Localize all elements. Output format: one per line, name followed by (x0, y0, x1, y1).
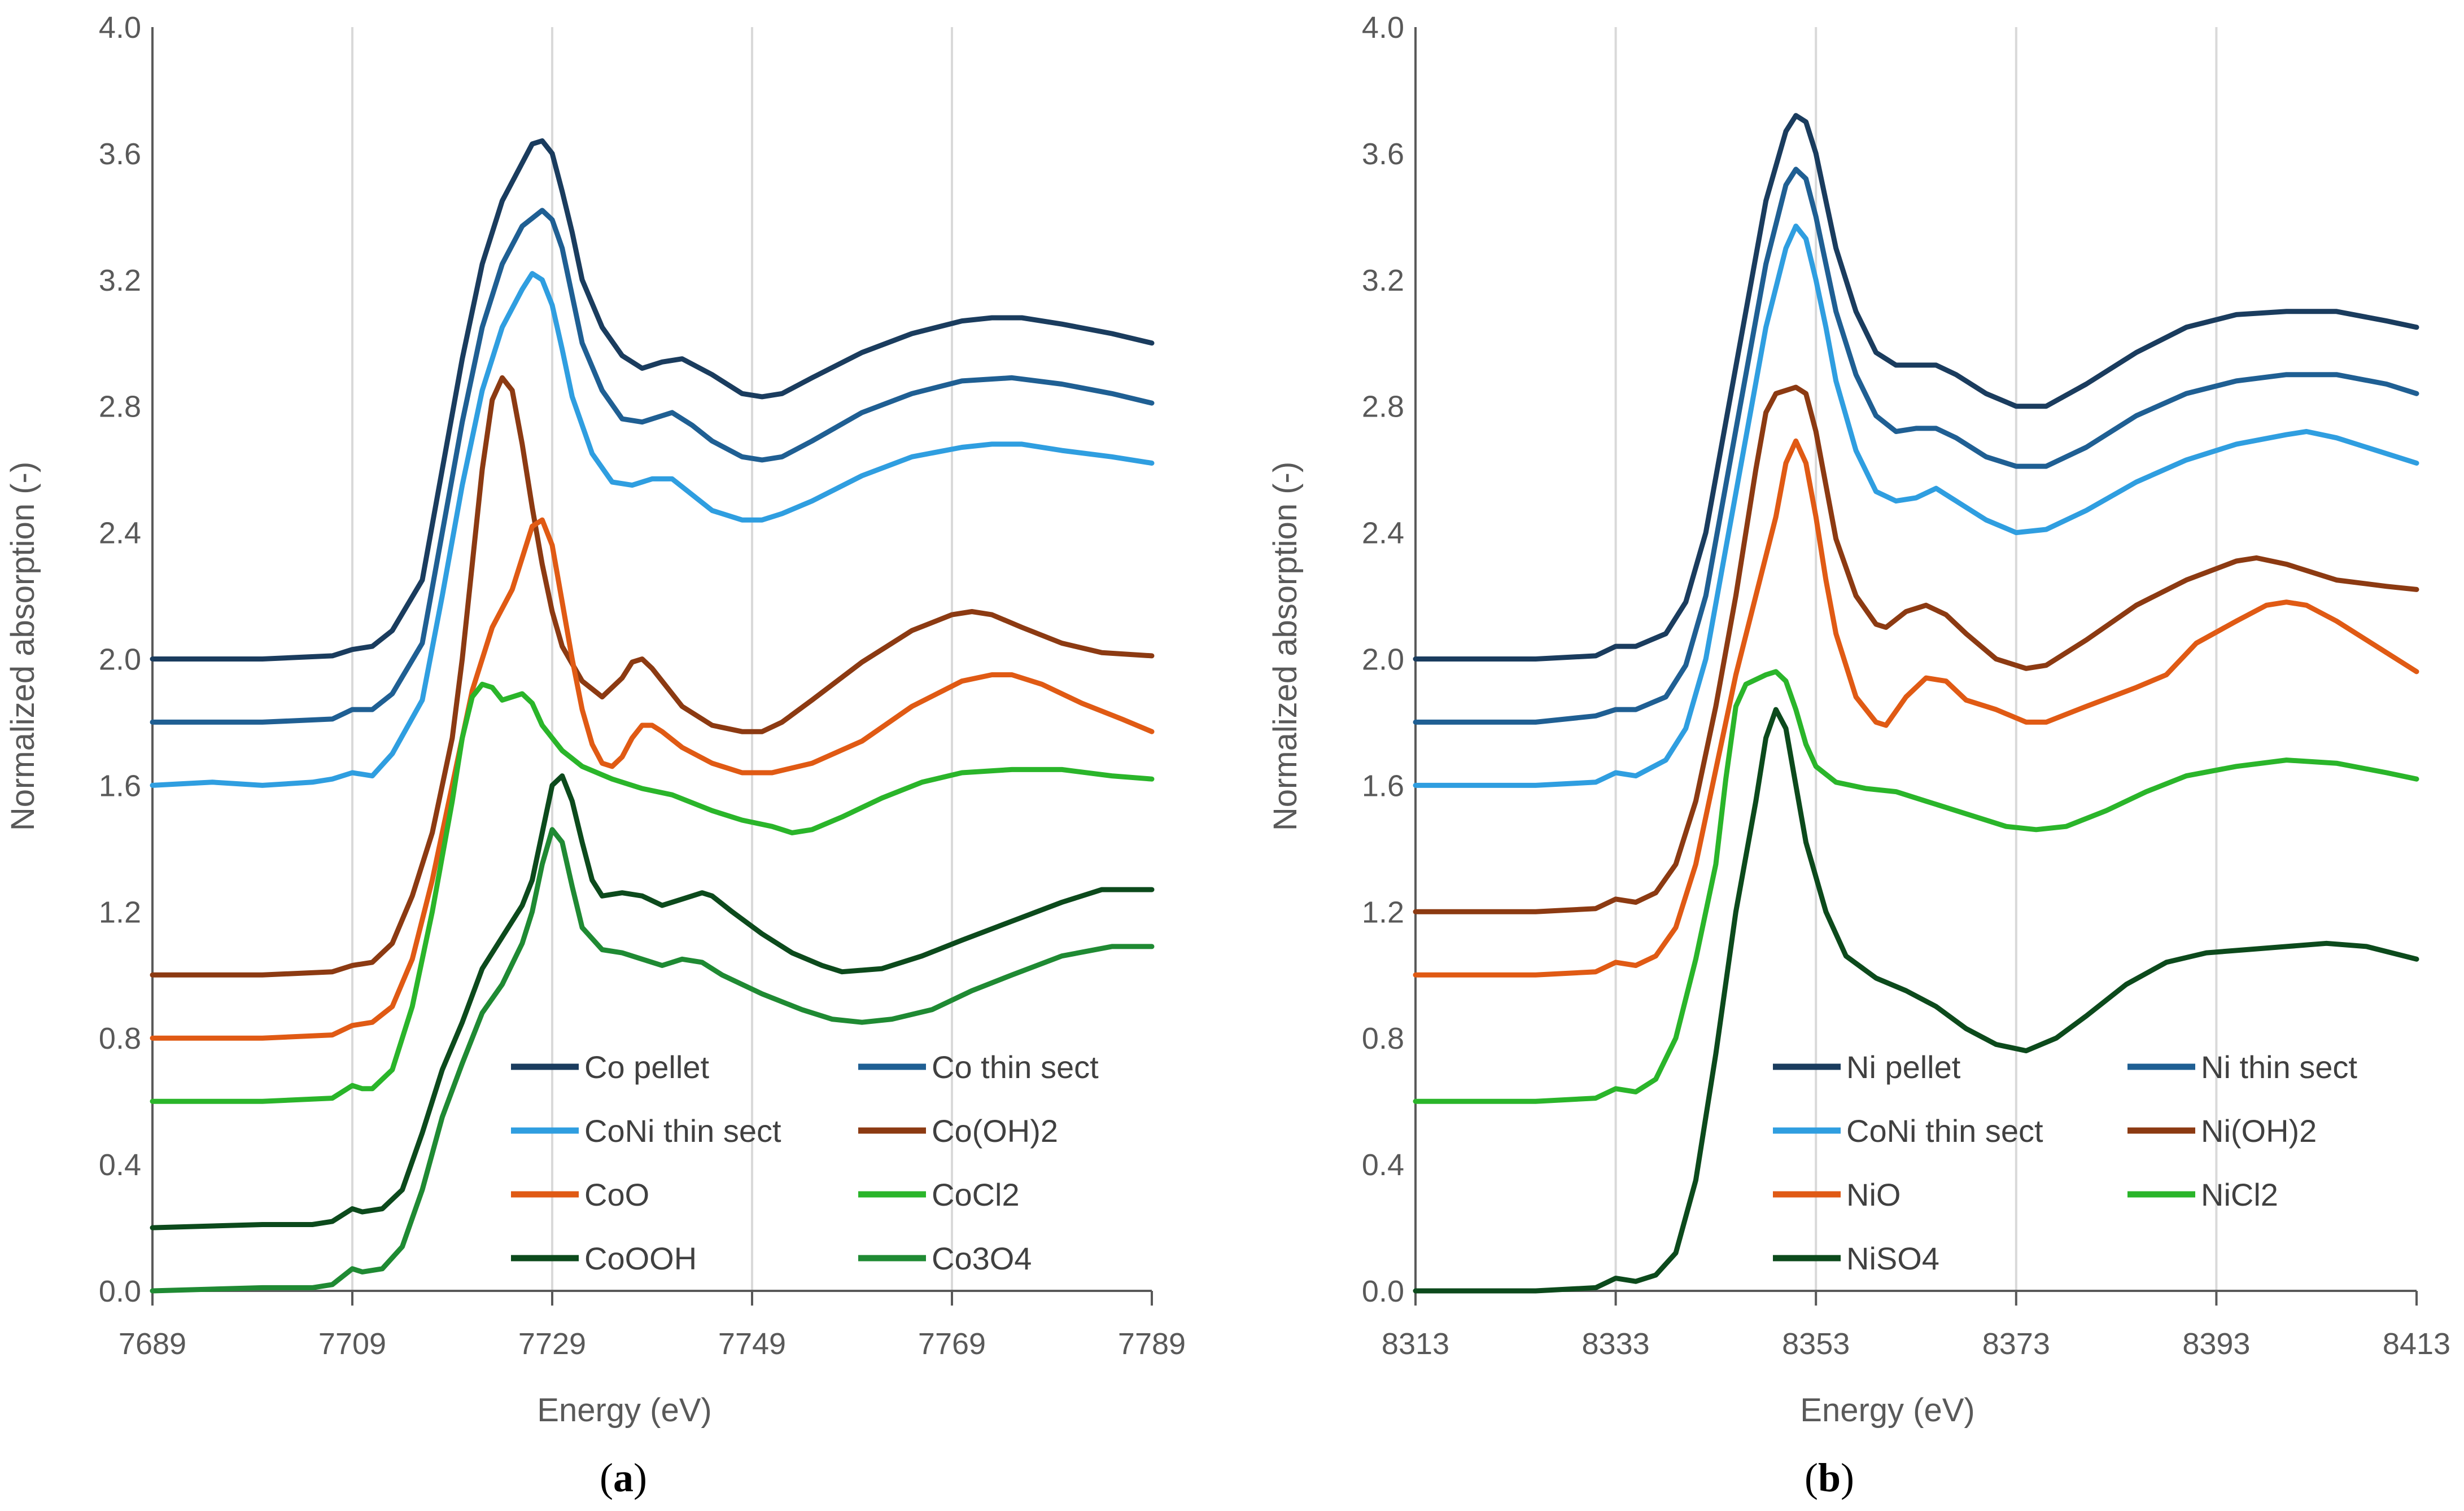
x-tick-label-a: 7769 (918, 1327, 986, 1361)
series-line-a-4 (150, 517, 1155, 1041)
legend-label-a-4: CoO (584, 1177, 649, 1212)
x-tick-label-a: 7729 (518, 1327, 586, 1361)
y-tick-label-b: 2.0 (1362, 643, 1404, 677)
panel-letter-b: b (1818, 1455, 1841, 1500)
y-tick-label-a: 0.0 (99, 1275, 141, 1308)
chart-panel-b: 8313 8333 8353 8373 8393 8413 0.0 0.4 0.8 1.2 1.6 2… (1267, 11, 2450, 1500)
x-tick-label-b: 8373 (1982, 1327, 2050, 1361)
series-line-a-6 (150, 773, 1155, 1230)
series-line-a-3 (150, 375, 1155, 978)
series-line-b-5 (1413, 669, 2419, 1104)
y-tick-label-b: 2.8 (1362, 390, 1404, 424)
legend-label-b-5: NiCl2 (2201, 1177, 2278, 1212)
y-tick-label-b: 2.4 (1362, 516, 1404, 550)
series-line-b-6 (1413, 707, 2419, 1294)
legend-label-a-2: CoNi thin sect (584, 1113, 781, 1149)
y-tick-label-b: 1.2 (1362, 895, 1404, 929)
y-tick-label-b: 3.2 (1362, 264, 1404, 297)
series-line-b-4 (1413, 438, 2419, 978)
x-axis-title-a: Energy (eV) (537, 1392, 711, 1429)
chart-panel-a: 7689 7709 7729 7749 7769 7789 0.0 0.4 0.8 1.2 1.6 2… (5, 11, 1186, 1500)
y-tick-label-a: 2.4 (99, 516, 141, 550)
series-line-a-7 (150, 827, 1155, 1294)
x-tick-label-a: 7789 (1118, 1327, 1186, 1361)
panel-label-a: (a) (600, 1455, 647, 1500)
y-tick-label-b: 3.6 (1362, 137, 1404, 171)
x-tick-label-b: 8353 (1782, 1327, 1850, 1361)
y-tick-label-a: 0.8 (99, 1022, 141, 1055)
y-axis-title-b: Normalized absorption (-) (1267, 462, 1304, 831)
legend-label-a-5: CoCl2 (932, 1177, 1020, 1212)
y-tick-label-b: 4.0 (1362, 11, 1404, 45)
legend-label-a-6: CoOOH (584, 1241, 697, 1276)
x-tick-label-b: 8313 (1382, 1327, 1449, 1361)
x-tick-label-b: 8393 (2182, 1327, 2250, 1361)
legend-label-b-6: NiSO4 (1846, 1241, 1939, 1276)
y-tick-label-a: 1.2 (99, 895, 141, 929)
y-tick-label-a: 3.6 (99, 137, 141, 171)
x-tick-label-b: 8413 (2383, 1327, 2450, 1361)
series-line-b-1 (1413, 167, 2419, 725)
y-tick-label-a: 4.0 (99, 11, 141, 45)
series-line-b-3 (1413, 384, 2419, 914)
y-tick-label-a: 2.8 (99, 390, 141, 424)
y-axis-title-a: Normalized absorption (-) (5, 462, 41, 831)
series-line-b-0 (1413, 113, 2419, 662)
legend-label-a-0: Co pellet (584, 1049, 709, 1085)
x-tick-label-a: 7709 (318, 1327, 386, 1361)
x-axis-title-b: Energy (eV) (1800, 1392, 1974, 1429)
legend-label-a-3: Co(OH)2 (932, 1113, 1058, 1149)
y-tick-label-a: 1.6 (99, 769, 141, 803)
legend-label-b-2: CoNi thin sect (1846, 1113, 2043, 1149)
series-line-a-5 (150, 681, 1155, 1104)
y-tick-label-a: 0.4 (99, 1148, 141, 1182)
panel-label-b: (b) (1805, 1455, 1854, 1500)
y-tick-label-b: 0.8 (1362, 1022, 1404, 1055)
y-tick-label-b: 0.4 (1362, 1148, 1404, 1182)
legend-label-a-7: Co3O4 (932, 1241, 1032, 1276)
legend-label-b-4: NiO (1846, 1177, 1901, 1212)
y-tick-label-b: 1.6 (1362, 769, 1404, 803)
panel-letter-a: a (613, 1455, 634, 1500)
x-tick-label-a: 7689 (119, 1327, 186, 1361)
legend-label-b-1: Ni thin sect (2201, 1049, 2357, 1085)
series-line-a-2 (150, 271, 1155, 788)
series-line-a-1 (150, 208, 1155, 725)
legend-label-a-1: Co thin sect (932, 1049, 1099, 1085)
legend-label-b-0: Ni pellet (1846, 1049, 1961, 1085)
series-line-b-2 (1413, 224, 2419, 788)
y-tick-label-b: 0.0 (1362, 1275, 1404, 1308)
series-line-a-0 (150, 138, 1155, 662)
legend-label-b-3: Ni(OH)2 (2201, 1113, 2317, 1149)
y-tick-label-a: 3.2 (99, 264, 141, 297)
x-tick-label-b: 8333 (1582, 1327, 1650, 1361)
y-tick-label-a: 2.0 (99, 643, 141, 677)
x-tick-label-a: 7749 (718, 1327, 786, 1361)
